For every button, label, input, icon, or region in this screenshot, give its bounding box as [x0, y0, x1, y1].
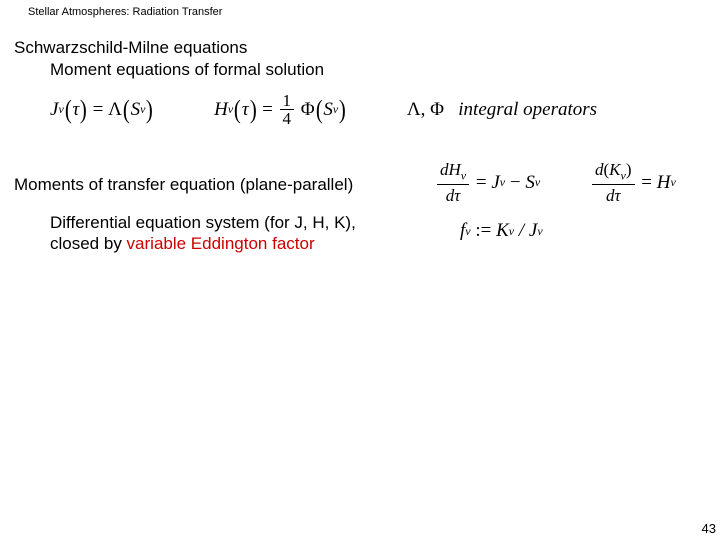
section-moments-title: Moments of transfer equation (plane-para…: [14, 175, 353, 195]
equation-row-1: Jν (τ) = Λ (Sν) Hν (τ) = 14 Φ (Sν) Λ, Φ …: [50, 92, 597, 127]
slide-title: Schwarzschild-Milne equations: [14, 38, 247, 58]
page-number: 43: [702, 521, 716, 536]
body-line-1: Differential equation system (for J, H, …: [50, 212, 356, 233]
moment-equation-1: dHν dτ = Jν − Sν: [435, 160, 540, 206]
body-line-2: closed by variable Eddington factor: [50, 233, 356, 254]
red-term: variable Eddington factor: [127, 234, 315, 253]
operators-label: Λ, Φ integral operators: [407, 99, 597, 121]
equation-h: Hν (τ) = 14 Φ (Sν): [214, 92, 347, 127]
eddington-factor-eq: fν := Kν / Jν: [460, 220, 543, 242]
moment-equation-2: d(Kν) dτ = Hν: [590, 160, 676, 206]
body-text: Differential equation system (for J, H, …: [50, 212, 356, 255]
equation-j: Jν (τ) = Λ (Sν): [50, 95, 154, 125]
slide-header: Stellar Atmospheres: Radiation Transfer: [28, 6, 222, 18]
slide-subtitle: Moment equations of formal solution: [50, 60, 324, 80]
